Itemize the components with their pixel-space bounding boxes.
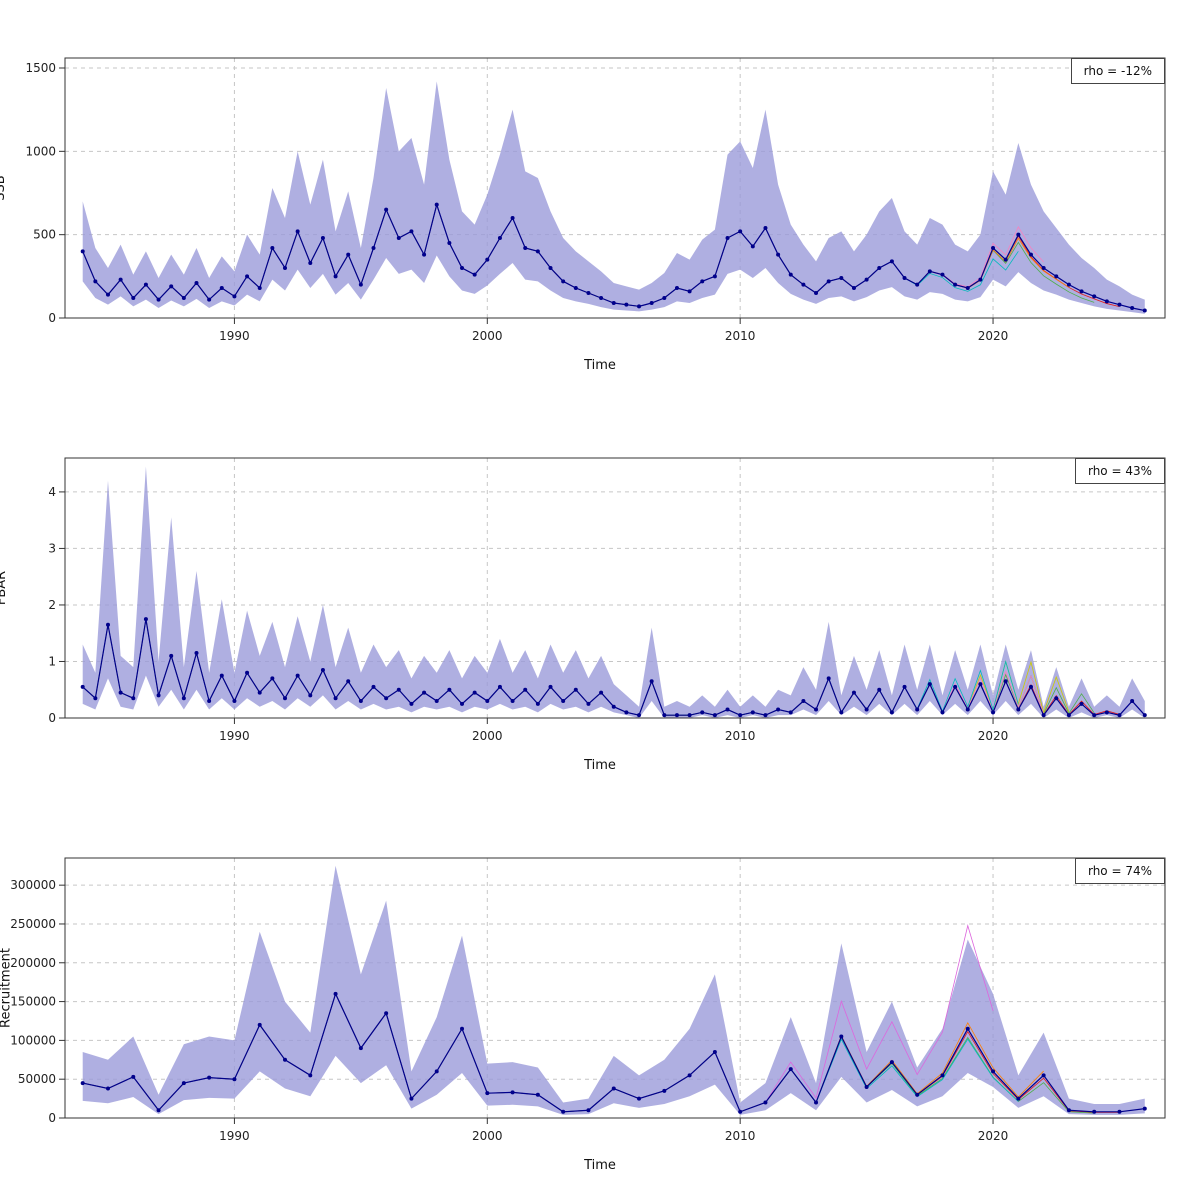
svg-text:250000: 250000 (10, 917, 56, 931)
x-axis-label: Time (584, 358, 616, 373)
y-axis-label: Recruitment (0, 948, 14, 1028)
svg-text:50000: 50000 (18, 1072, 56, 1086)
svg-text:1000: 1000 (25, 144, 56, 158)
svg-text:4: 4 (48, 485, 56, 499)
svg-text:2020: 2020 (978, 329, 1009, 343)
recruitment-chart-svg: 1990 2000 2010 2020 0 50000 100000 150000 200000… (10, 857, 1166, 1143)
ssb-panel: 1990 2000 2010 2020 0 500 1000 1500 SSB Time rh… (0, 0, 1200, 400)
svg-text:2010: 2010 (725, 329, 756, 343)
rho-badge: rho = -12% (1070, 58, 1165, 84)
svg-text:200000: 200000 (10, 956, 56, 970)
fbar-panel: 1990 2000 2010 2020 0 1 2 3 4 FBAR Time rho = 43… (0, 400, 1200, 800)
svg-text:0: 0 (48, 711, 56, 725)
svg-text:1990: 1990 (219, 329, 250, 343)
recruitment-panel: 1990 2000 2010 2020 0 50000 100000 150000 200000… (0, 800, 1200, 1200)
fbar-chart-svg: 1990 2000 2010 2020 0 1 2 3 4 (48, 457, 1166, 743)
rho-badge: rho = 74% (1074, 858, 1165, 884)
x-axis-label: Time (584, 1158, 616, 1173)
svg-text:2010: 2010 (725, 729, 756, 743)
svg-text:2010: 2010 (725, 1129, 756, 1143)
svg-text:0: 0 (48, 311, 56, 325)
svg-text:2000: 2000 (472, 329, 503, 343)
svg-text:2: 2 (48, 598, 56, 612)
svg-text:300000: 300000 (10, 878, 56, 892)
svg-text:0: 0 (48, 1111, 56, 1125)
svg-text:100000: 100000 (10, 1033, 56, 1047)
svg-text:3: 3 (48, 541, 56, 555)
ssb-chart-svg: 1990 2000 2010 2020 0 500 1000 1500 (25, 57, 1166, 343)
x-axis-label: Time (584, 758, 616, 773)
y-axis-label: SSB (0, 175, 9, 201)
svg-text:2020: 2020 (978, 729, 1009, 743)
svg-text:2020: 2020 (978, 1129, 1009, 1143)
rho-badge: rho = 43% (1074, 458, 1165, 484)
svg-text:1990: 1990 (219, 729, 250, 743)
y-axis-label: FBAR (0, 570, 9, 606)
svg-text:2000: 2000 (472, 1129, 503, 1143)
svg-text:1: 1 (48, 654, 56, 668)
svg-text:2000: 2000 (472, 729, 503, 743)
svg-text:1990: 1990 (219, 1129, 250, 1143)
svg-text:1500: 1500 (25, 61, 56, 75)
svg-text:500: 500 (33, 228, 56, 242)
svg-text:150000: 150000 (10, 995, 56, 1009)
